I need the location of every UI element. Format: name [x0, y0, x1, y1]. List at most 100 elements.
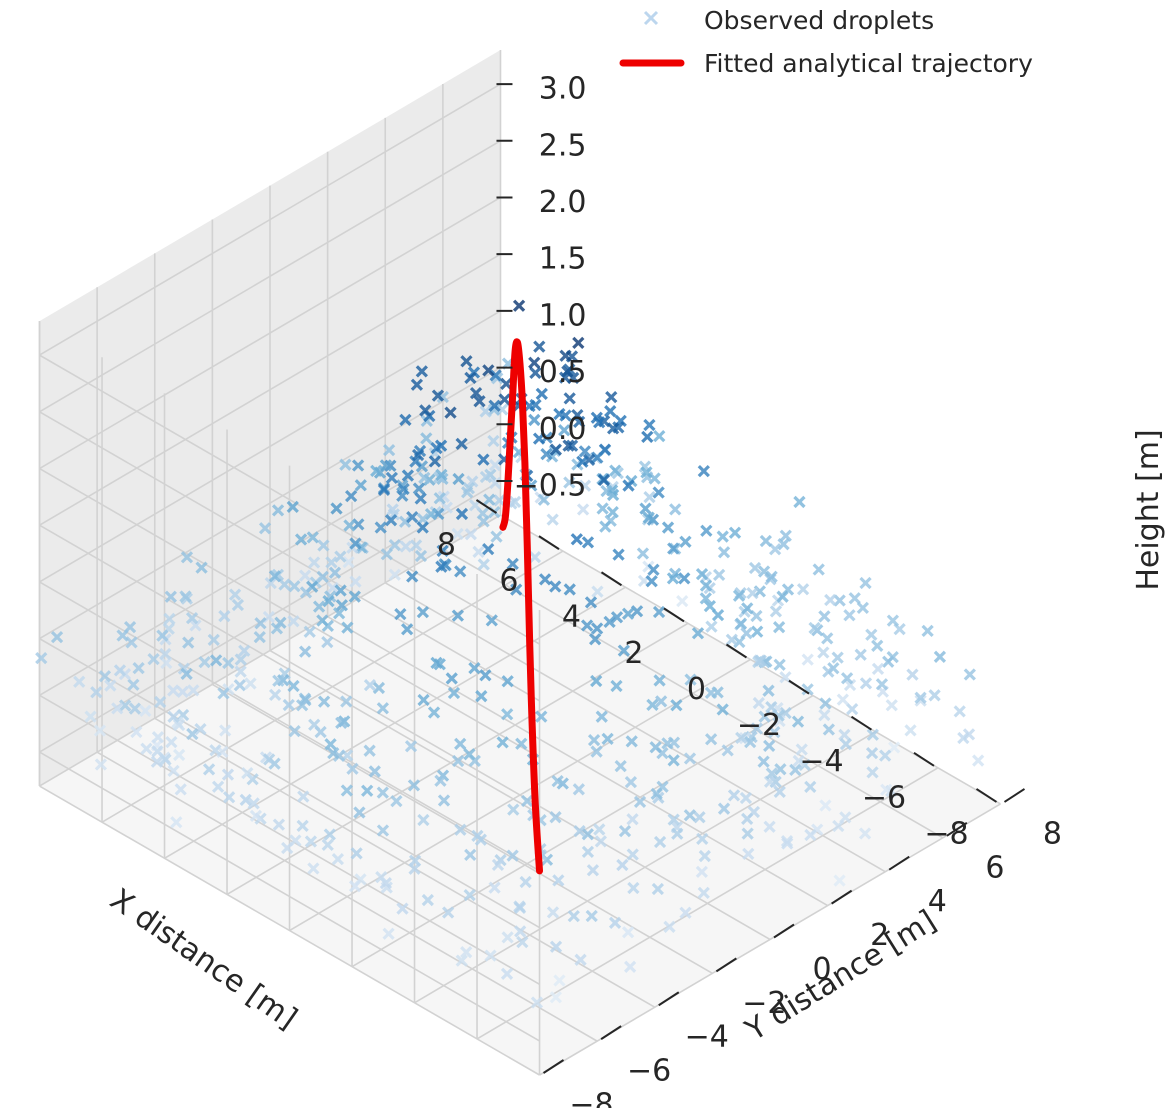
droplet-point	[353, 806, 366, 819]
droplet-point	[454, 737, 467, 750]
droplet-point	[445, 672, 458, 685]
droplet-point	[363, 744, 376, 757]
droplet-point	[866, 728, 879, 741]
droplet-point	[330, 502, 343, 515]
droplet-point	[549, 991, 563, 1004]
droplet-point	[218, 609, 231, 623]
z-tick-label: 1.0	[539, 298, 587, 333]
legend-marker-droplet	[643, 10, 659, 26]
droplet-point	[435, 468, 448, 482]
droplet-point	[308, 718, 321, 731]
droplet-point	[281, 841, 294, 855]
droplet-point	[268, 688, 282, 702]
droplet-point	[639, 502, 652, 515]
droplet-point	[649, 741, 662, 754]
droplet-point	[176, 685, 189, 698]
droplet-point	[789, 763, 802, 776]
droplet-point	[580, 619, 594, 632]
y-tick-label: −2	[742, 986, 786, 1021]
grid-line	[39, 253, 501, 526]
x-tick-label: −2	[737, 708, 781, 743]
droplet-point	[871, 662, 885, 676]
x-tick-label: −4	[799, 744, 843, 779]
droplet-point	[350, 847, 363, 860]
grid-line	[39, 411, 540, 702]
droplet-point	[597, 473, 611, 487]
droplet-point	[885, 699, 898, 712]
droplet-point	[514, 925, 527, 938]
droplet-point	[528, 550, 542, 564]
droplet-point	[317, 539, 330, 552]
droplet-point	[880, 783, 893, 796]
droplet-point	[585, 909, 598, 923]
droplet-point	[368, 765, 381, 778]
droplet-point	[757, 565, 771, 578]
droplet-point	[312, 600, 326, 613]
droplet-point	[294, 533, 308, 546]
droplet-point	[833, 874, 846, 887]
droplet-point	[440, 501, 454, 514]
droplet-points	[35, 299, 985, 1009]
droplet-point	[591, 585, 604, 598]
droplet-point	[466, 475, 479, 488]
droplet-point	[471, 829, 484, 843]
droplet-point	[409, 455, 422, 468]
droplet-point	[406, 510, 419, 524]
droplet-point	[484, 949, 497, 962]
droplet-point	[263, 753, 276, 766]
droplet-point	[678, 572, 691, 585]
droplet-point	[589, 633, 602, 646]
x-tick-label: 4	[562, 600, 581, 635]
legend-label-trajectory: Fitted analytical trajectory	[704, 49, 1033, 78]
droplet-point	[601, 732, 614, 746]
droplet-point	[424, 507, 438, 521]
droplet-point	[488, 881, 501, 894]
droplet-point	[573, 824, 586, 838]
droplet-point	[739, 791, 753, 805]
droplet-point	[875, 678, 889, 691]
droplet-point	[703, 599, 717, 613]
y-tick-label: 0	[812, 952, 831, 987]
droplet-point	[180, 551, 194, 564]
droplet-point	[436, 544, 449, 558]
droplet-point	[111, 702, 124, 715]
legend: Observed droplets Fitted analytical traj…	[619, 6, 1033, 78]
droplet-point	[90, 686, 103, 699]
droplet-point	[562, 439, 575, 452]
droplet-point	[653, 674, 666, 687]
droplet-point	[933, 650, 947, 663]
droplet-point	[540, 448, 553, 461]
droplet-point	[576, 455, 589, 468]
droplet-point	[420, 432, 433, 445]
droplet-point	[746, 586, 759, 600]
droplet-point	[211, 780, 225, 793]
droplet-point	[342, 555, 355, 569]
droplet-point	[233, 679, 246, 692]
z-tick-label: 2.0	[539, 185, 587, 220]
droplet-point	[590, 622, 604, 635]
droplet-point	[630, 605, 644, 618]
droplet-point	[328, 566, 342, 579]
droplet-point	[335, 716, 348, 729]
droplet-point	[173, 748, 186, 762]
y-tick-label: 4	[928, 884, 947, 919]
droplet-point	[348, 880, 362, 893]
droplet-point	[621, 607, 635, 620]
droplet-point	[642, 511, 655, 524]
droplet-point	[593, 823, 606, 836]
droplet-point	[490, 530, 503, 543]
y-tick-mark	[600, 1025, 622, 1040]
droplet-point	[406, 570, 419, 583]
droplet-point	[306, 531, 319, 544]
droplet-point	[643, 491, 656, 504]
droplet-point	[209, 744, 222, 757]
droplet-point	[667, 813, 680, 826]
droplet-point	[487, 434, 500, 448]
droplet-point	[286, 500, 299, 514]
z-tick-label: 3.0	[539, 72, 587, 107]
droplet-point	[716, 530, 729, 543]
droplet-point	[417, 813, 430, 827]
droplet-point	[679, 535, 692, 548]
droplet-point	[428, 455, 442, 468]
droplet-point	[792, 754, 805, 768]
